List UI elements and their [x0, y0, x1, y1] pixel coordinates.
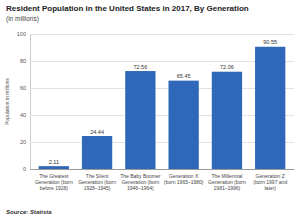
data-label: 72.06: [220, 64, 234, 70]
y-tick: 20: [20, 139, 294, 145]
y-tick: 80: [20, 58, 294, 64]
data-labels: 2.11 24.44 72.56 65.45 72.06 90.55: [49, 39, 277, 164]
chart-svg: Resident Population in the United States…: [0, 0, 300, 219]
grid-line: [30, 115, 294, 116]
chart-container: Resident Population in the United States…: [0, 0, 300, 219]
data-label: 65.45: [177, 73, 191, 79]
data-label: 90.55: [263, 39, 277, 45]
x-tick: Generation X(born 1965–1980): [164, 173, 204, 185]
title: Resident Population in the United States…: [6, 4, 249, 13]
y-tick-label: 80: [20, 58, 26, 64]
bar: [125, 71, 155, 169]
grid-line: [30, 169, 294, 170]
y-tick-label: 20: [20, 139, 26, 145]
x-tick-label: The GreatestGeneration (bornbefore 1928): [35, 173, 73, 191]
data-label: 24.44: [90, 129, 104, 135]
x-tick-label-line: 1946–1964): [127, 185, 154, 191]
x-tick-label-line: 1981–1996): [214, 185, 241, 191]
x-tick-label: The MillennialGeneration (born1981–1996): [208, 173, 246, 191]
x-tick: The SilentGeneration (born1928–1945): [78, 173, 116, 191]
y-tick-label: 40: [20, 112, 26, 118]
y-axis-line: [31, 35, 295, 170]
bar: [168, 81, 198, 169]
x-tick: Generation Z(born 1997 andlater): [253, 173, 287, 191]
grid-line: [30, 142, 294, 143]
bar: [255, 47, 285, 169]
grid-line: [30, 88, 294, 89]
grid-line: [30, 61, 294, 62]
y-tick-label: 0: [23, 166, 26, 172]
y-tick: 60: [20, 85, 294, 91]
data-label: 2.11: [49, 159, 59, 165]
y-axis-title: Population in millions: [4, 78, 10, 125]
x-tick-label-line: later): [264, 185, 276, 191]
bar: [212, 72, 242, 169]
y-axis: 0 20 40 60 80 100: [17, 31, 294, 172]
bar: [82, 136, 112, 169]
x-tick: The Baby BoomerGeneration (born1946–1964…: [120, 173, 161, 191]
x-tick-label: Generation Z(born 1997 andlater): [253, 173, 287, 191]
x-tick-label: The Baby BoomerGeneration (born1946–1964…: [120, 173, 161, 191]
x-tick-label-line: (born 1965–1980): [164, 179, 204, 185]
x-tick-label: The SilentGeneration (born1928–1945): [78, 173, 116, 191]
y-tick-label: 100: [17, 31, 26, 37]
x-tick-label-line: before 1928): [40, 185, 69, 191]
y-tick-label: 60: [20, 85, 26, 91]
bars: [39, 47, 286, 169]
x-tick: The GreatestGeneration (bornbefore 1928): [35, 173, 73, 191]
x-tick-label: Generation X(born 1965–1980): [164, 173, 204, 185]
bar: [39, 166, 69, 169]
y-tick: 100: [17, 31, 294, 37]
x-axis: The GreatestGeneration (bornbefore 1928)…: [31, 170, 295, 191]
x-axis-line: [31, 169, 295, 170]
grid-line: [30, 34, 294, 35]
y-tick: 0: [23, 166, 294, 172]
y-tick: 40: [20, 112, 294, 118]
plot: 0 20 40 60 80 100 The GreatestGeneration (born…: [17, 31, 295, 190]
subtitle: (in millions): [6, 15, 39, 23]
x-tick: The MillennialGeneration (born1981–1996): [208, 173, 246, 191]
x-tick-label-line: 1928–1945): [84, 185, 111, 191]
data-label: 72.56: [133, 64, 147, 70]
source: Source: Statista: [6, 209, 52, 215]
